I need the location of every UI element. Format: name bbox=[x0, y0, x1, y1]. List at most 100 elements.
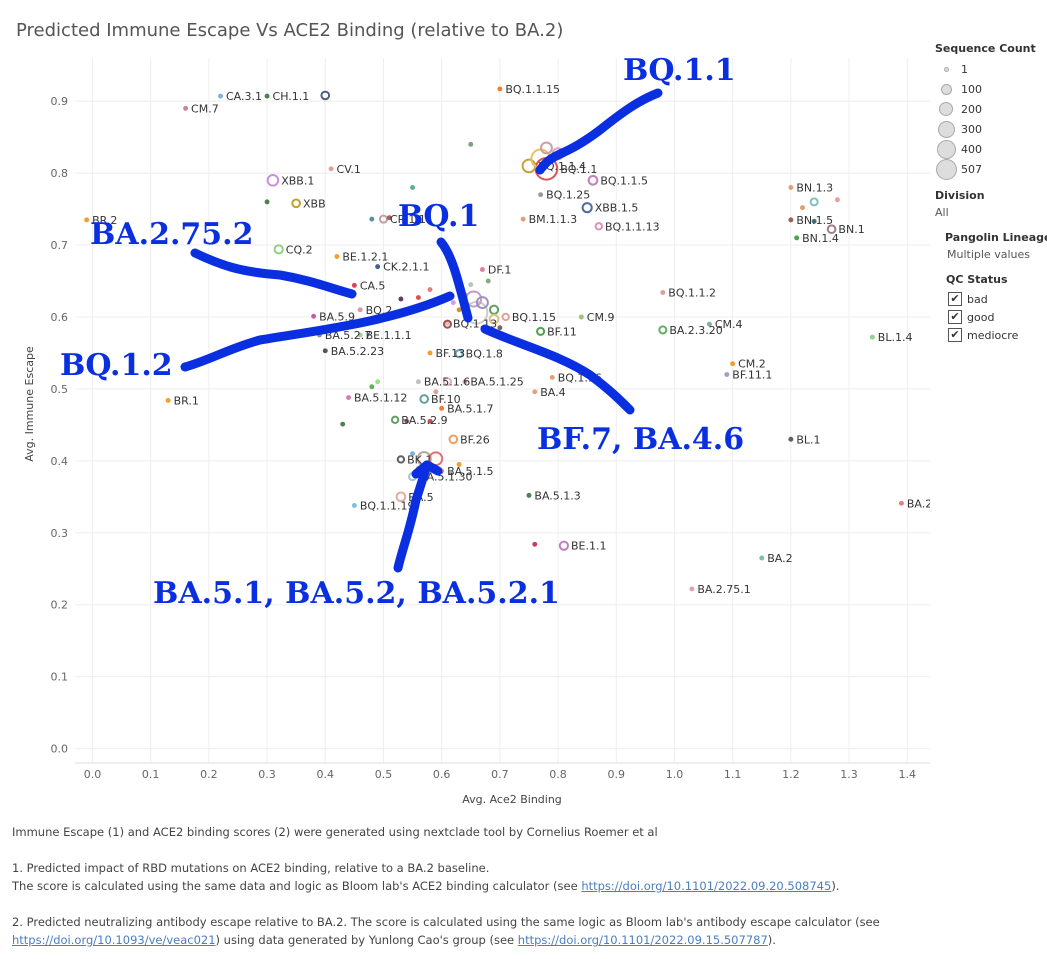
data-point-54[interactable] bbox=[658, 325, 668, 335]
data-point-18[interactable] bbox=[291, 198, 301, 209]
data-point-12[interactable] bbox=[218, 93, 223, 99]
data-point-81[interactable] bbox=[419, 394, 430, 404]
footer-link-escape[interactable]: https://doi.org/10.1093/ve/veac021 bbox=[12, 933, 216, 947]
data-point-27[interactable] bbox=[351, 282, 357, 288]
data-point-46[interactable] bbox=[427, 287, 433, 293]
data-point-40[interactable] bbox=[475, 296, 489, 310]
data-point-11[interactable] bbox=[183, 105, 189, 111]
data-point-34[interactable] bbox=[357, 332, 363, 338]
footer-link-ace2[interactable]: https://doi.org/10.1101/2022.09.20.50874… bbox=[581, 879, 832, 893]
data-point-20[interactable] bbox=[410, 185, 416, 190]
data-point-96[interactable] bbox=[456, 461, 462, 467]
data-point-56[interactable] bbox=[788, 185, 794, 190]
data-point-78[interactable] bbox=[375, 379, 381, 385]
data-point-66[interactable] bbox=[724, 372, 730, 377]
data-point-19[interactable] bbox=[264, 199, 270, 205]
data-point-83[interactable] bbox=[532, 389, 538, 395]
data-point-30[interactable] bbox=[311, 313, 317, 319]
data-point-85[interactable] bbox=[433, 389, 439, 395]
data-point-53[interactable] bbox=[660, 290, 666, 295]
data-point-102[interactable] bbox=[558, 540, 569, 551]
data-point-6[interactable] bbox=[587, 174, 599, 186]
qc-item-mediocre[interactable]: ✔ mediocre bbox=[948, 326, 1045, 344]
data-point-26[interactable] bbox=[334, 254, 340, 260]
data-point-17[interactable] bbox=[328, 166, 334, 172]
data-point-70[interactable] bbox=[689, 586, 695, 592]
data-point-67[interactable] bbox=[788, 436, 794, 442]
data-point-63[interactable] bbox=[794, 235, 800, 241]
data-point-8[interactable] bbox=[581, 202, 593, 214]
data-point-65[interactable] bbox=[730, 361, 736, 367]
data-point-29[interactable] bbox=[479, 267, 485, 272]
data-point-62[interactable] bbox=[826, 224, 837, 235]
data-point-44[interactable] bbox=[501, 312, 510, 322]
data-point-72[interactable] bbox=[322, 348, 328, 354]
data-point-41[interactable] bbox=[488, 304, 500, 315]
data-point-64[interactable] bbox=[869, 334, 875, 340]
data-point-42[interactable] bbox=[488, 313, 500, 325]
data-point-52[interactable] bbox=[536, 326, 546, 336]
data-point-59[interactable] bbox=[834, 197, 840, 203]
footer-link-cao[interactable]: https://doi.org/10.1101/2022.09.15.50778… bbox=[517, 933, 768, 947]
data-point-32[interactable] bbox=[445, 320, 450, 326]
data-point-71[interactable] bbox=[165, 397, 171, 403]
data-point-79[interactable] bbox=[369, 384, 375, 390]
data-point-55[interactable] bbox=[706, 321, 712, 327]
data-point-76[interactable] bbox=[462, 379, 468, 385]
data-point-16[interactable] bbox=[266, 173, 280, 187]
division-value[interactable]: All bbox=[935, 206, 949, 219]
data-point-21[interactable] bbox=[84, 217, 90, 223]
qc-item-good[interactable]: ✔ good bbox=[948, 308, 1045, 326]
data-point-87[interactable] bbox=[404, 418, 410, 424]
data-point-86[interactable] bbox=[390, 415, 400, 425]
data-point-80[interactable] bbox=[346, 395, 352, 401]
data-point-15[interactable] bbox=[468, 141, 474, 147]
data-point-14[interactable] bbox=[320, 90, 331, 101]
data-point-73[interactable] bbox=[427, 350, 433, 356]
data-point-77[interactable] bbox=[442, 377, 453, 387]
data-point-47[interactable] bbox=[398, 296, 404, 302]
data-point-50[interactable] bbox=[442, 319, 453, 329]
data-point-69[interactable] bbox=[759, 555, 765, 561]
data-point-3[interactable] bbox=[539, 141, 553, 155]
data-point-45[interactable] bbox=[415, 295, 421, 301]
data-point-57[interactable] bbox=[809, 197, 819, 207]
data-point-58[interactable] bbox=[800, 205, 805, 211]
data-point-49[interactable] bbox=[485, 278, 491, 284]
data-point-13[interactable] bbox=[264, 93, 270, 99]
data-point-10[interactable] bbox=[594, 222, 603, 231]
data-point-51[interactable] bbox=[578, 314, 584, 320]
data-point-24[interactable] bbox=[386, 215, 392, 221]
data-point-7[interactable] bbox=[538, 192, 544, 198]
data-point-74[interactable] bbox=[454, 349, 464, 359]
data-point-22[interactable] bbox=[378, 214, 388, 224]
data-point-95[interactable] bbox=[410, 451, 416, 457]
data-point-31[interactable] bbox=[357, 307, 363, 313]
checkbox-icon[interactable]: ✔ bbox=[948, 328, 962, 342]
data-point-48[interactable] bbox=[468, 282, 474, 288]
data-point-75[interactable] bbox=[415, 379, 421, 385]
qc-item-bad[interactable]: ✔ bad bbox=[948, 290, 1045, 308]
data-point-90[interactable] bbox=[448, 434, 459, 445]
data-point-37[interactable] bbox=[450, 300, 456, 306]
data-point-99[interactable] bbox=[395, 491, 407, 503]
data-point-101[interactable] bbox=[526, 492, 532, 498]
data-point-61[interactable] bbox=[811, 218, 817, 224]
data-point-88[interactable] bbox=[340, 421, 346, 427]
data-point-25[interactable] bbox=[273, 244, 284, 255]
data-point-9[interactable] bbox=[520, 216, 526, 222]
data-point-89[interactable] bbox=[427, 418, 433, 424]
data-point-68[interactable] bbox=[898, 500, 904, 506]
data-point-84[interactable] bbox=[549, 374, 555, 380]
data-point-60[interactable] bbox=[788, 217, 794, 223]
data-point-91[interactable] bbox=[396, 455, 406, 464]
data-point-103[interactable] bbox=[532, 541, 538, 547]
data-point-100[interactable] bbox=[351, 502, 357, 508]
data-point-43[interactable] bbox=[497, 325, 503, 331]
checkbox-icon[interactable]: ✔ bbox=[948, 292, 962, 306]
data-point-82[interactable] bbox=[439, 405, 445, 411]
lineage-value[interactable]: Multiple values bbox=[947, 248, 1030, 261]
data-point-23[interactable] bbox=[369, 216, 375, 222]
data-point-28[interactable] bbox=[375, 264, 381, 270]
checkbox-icon[interactable]: ✔ bbox=[948, 310, 962, 324]
